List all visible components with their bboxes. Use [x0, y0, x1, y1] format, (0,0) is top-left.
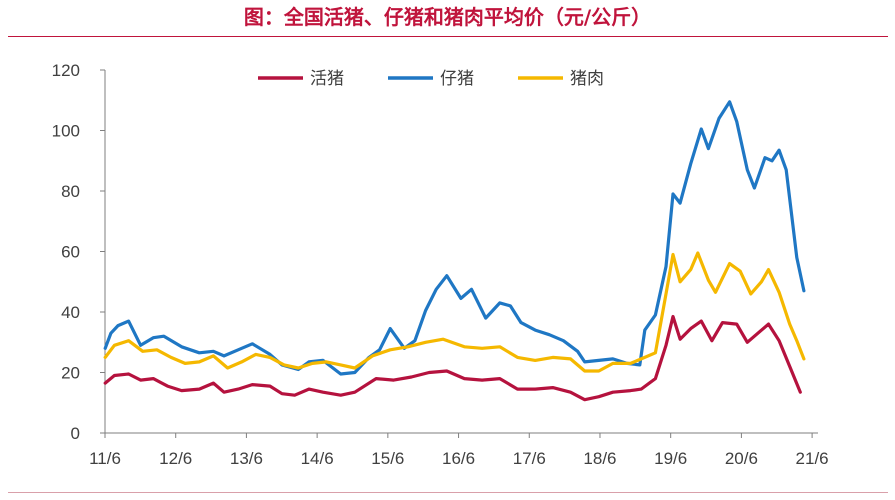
y-tick-label: 60	[61, 243, 80, 262]
chart-title: 图：全国活猪、仔猪和猪肉平均价（元/公斤）	[243, 5, 652, 29]
series-line-2	[103, 251, 806, 373]
y-tick-label: 0	[71, 424, 80, 443]
y-tick-label: 100	[52, 122, 80, 141]
x-tick-label: 18/6	[583, 449, 616, 468]
x-tick-label: 19/6	[654, 449, 687, 468]
y-tick-label: 40	[61, 303, 80, 322]
x-tick-label: 20/6	[725, 449, 758, 468]
title-divider-line	[8, 36, 888, 37]
x-tick-label: 21/6	[796, 449, 829, 468]
bottom-divider-line	[8, 492, 888, 493]
chart-axes: 0 20 40 60 80 100 120 11/6 12/6 13/6 14/6 15/6 16/6 1…	[52, 61, 829, 468]
x-tick-label: 12/6	[159, 449, 192, 468]
x-tick-label: 16/6	[442, 449, 475, 468]
legend-label-0: 活猪	[310, 69, 344, 89]
x-tick-label: 15/6	[371, 449, 404, 468]
y-tick-label: 120	[52, 61, 80, 80]
x-tick-label: 13/6	[230, 449, 263, 468]
series-line-1	[103, 100, 806, 376]
x-tick-label: 14/6	[301, 449, 334, 468]
y-tick-label: 80	[61, 182, 80, 201]
chart-legend: 活猪 仔猪 猪肉	[258, 69, 604, 89]
x-tick-label: 11/6	[89, 449, 121, 468]
x-tick-label: 17/6	[513, 449, 546, 468]
legend-label-2: 猪肉	[570, 69, 604, 89]
y-tick-label: 20	[61, 364, 80, 383]
series-line-0	[103, 314, 802, 402]
legend-label-1: 仔猪	[440, 69, 474, 89]
chart-series	[103, 100, 806, 402]
